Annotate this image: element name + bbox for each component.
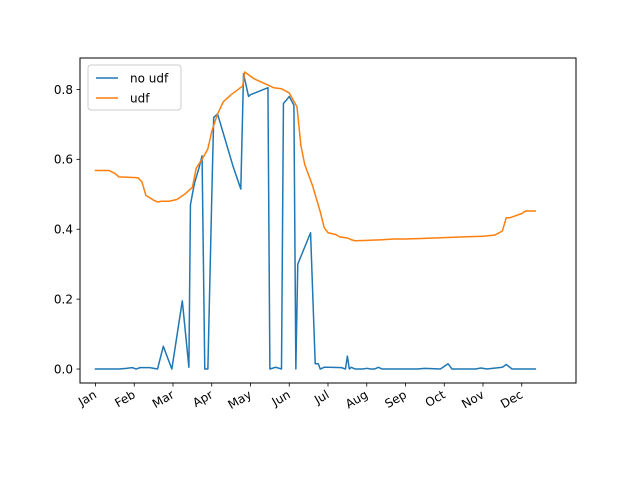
y-tick-label: 0.2 (54, 292, 73, 306)
x-tick-label: Jul (311, 387, 331, 407)
legend-label: udf (130, 92, 150, 106)
y-tick-label: 0.8 (54, 83, 73, 97)
y-axis: 0.0 0.2 0.4 0.6 0.8 (54, 83, 80, 376)
y-tick-label: 0.6 (54, 153, 73, 167)
plot-lines (94, 71, 537, 370)
legend: no udf udf (87, 64, 182, 111)
legend-label: no udf (130, 72, 169, 86)
series-line-0 (94, 72, 537, 370)
y-tick-label: 0.4 (54, 223, 73, 237)
series-line-1 (94, 71, 537, 242)
y-tick-label: 0.0 (54, 362, 73, 376)
